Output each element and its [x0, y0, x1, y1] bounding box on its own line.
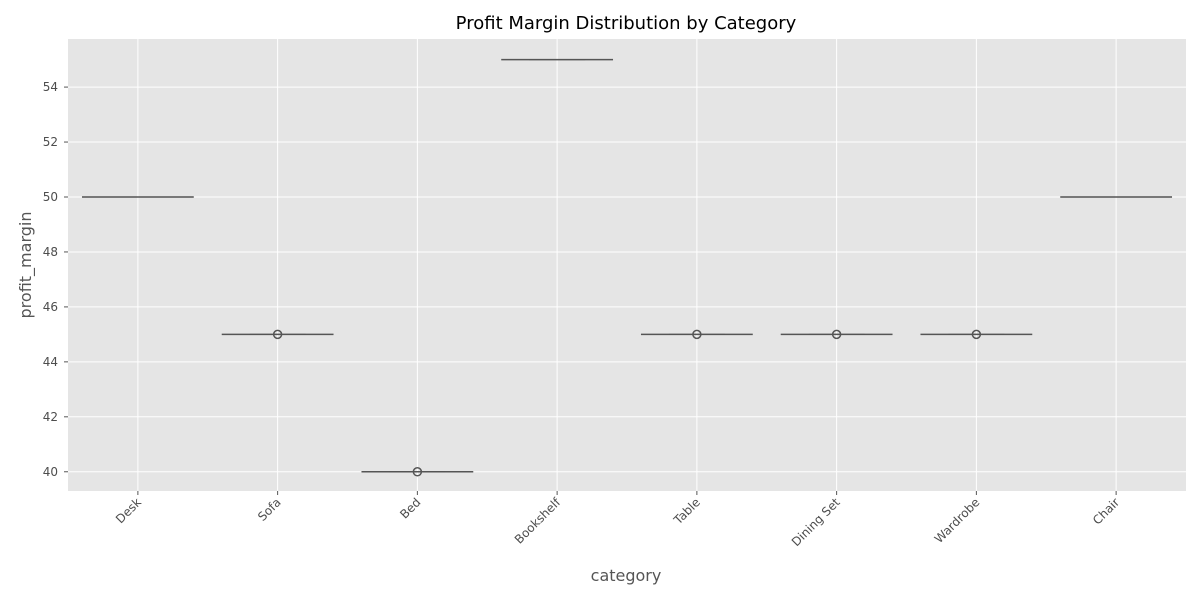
outlier-point [412, 467, 423, 477]
box-wardrobe [920, 329, 1033, 340]
y-axis-ticks: 40 42 44 46 48 50 52 54 [43, 80, 68, 479]
x-axis-label: category [591, 566, 662, 585]
y-tick-label: 46 [43, 300, 58, 314]
box-sofa [221, 329, 334, 340]
x-tick-label: Dining Set [789, 495, 843, 549]
x-tick-label: Bookshelf [512, 495, 564, 547]
y-tick-label: 40 [43, 465, 58, 479]
y-tick-label: 48 [43, 245, 58, 259]
x-tick-label: Desk [113, 495, 144, 526]
box-dining-set [780, 329, 893, 340]
chart-title: Profit Margin Distribution by Category [456, 13, 797, 34]
outlier-point [272, 329, 283, 340]
box-series [81, 58, 1173, 477]
x-tick-label: Chair [1090, 495, 1122, 527]
y-tick-label: 50 [43, 190, 58, 204]
box-bed [361, 467, 474, 477]
gridlines [68, 39, 1186, 491]
plot-area [68, 39, 1186, 491]
y-tick-label: 52 [43, 135, 58, 149]
x-axis-ticks: Desk Sofa Bed Bookshelf Table Dining Set Wardr… [113, 491, 1122, 549]
x-tick-label: Wardrobe [932, 495, 983, 546]
x-tick-label: Table [670, 495, 703, 528]
box-table [640, 329, 753, 340]
outlier-point [692, 329, 702, 340]
y-axis-label: profit_margin [16, 212, 36, 319]
x-tick-label: Sofa [255, 495, 284, 524]
outlier-point [971, 329, 982, 340]
x-tick-label: Bed [397, 495, 423, 521]
y-tick-label: 44 [43, 355, 58, 369]
y-tick-label: 42 [43, 410, 58, 424]
outlier-point [831, 329, 842, 340]
y-tick-label: 54 [43, 80, 58, 94]
